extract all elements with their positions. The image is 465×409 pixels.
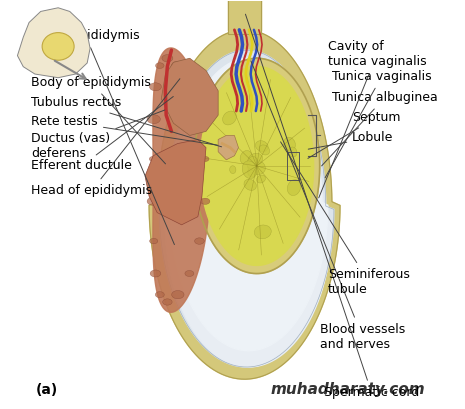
Polygon shape — [153, 48, 210, 312]
Ellipse shape — [240, 151, 252, 164]
Ellipse shape — [172, 61, 184, 70]
Ellipse shape — [259, 145, 270, 155]
Ellipse shape — [162, 55, 173, 62]
Text: Efferent ductule: Efferent ductule — [31, 97, 173, 173]
Text: Ductus (vas)
deferens: Ductus (vas) deferens — [31, 110, 165, 160]
Ellipse shape — [147, 115, 160, 124]
Text: Cavity of
tunica vaginalis: Cavity of tunica vaginalis — [319, 40, 426, 198]
Ellipse shape — [42, 33, 74, 60]
Ellipse shape — [230, 166, 236, 173]
Polygon shape — [169, 58, 328, 351]
Ellipse shape — [284, 137, 295, 151]
Text: Tail of epididymis: Tail of epididymis — [31, 29, 174, 245]
Ellipse shape — [248, 153, 263, 166]
Text: Lobule: Lobule — [308, 131, 393, 149]
Ellipse shape — [257, 175, 266, 183]
Polygon shape — [200, 66, 313, 265]
Text: Septum: Septum — [308, 111, 401, 158]
Text: Seminiferous
tubule: Seminiferous tubule — [280, 142, 410, 296]
Polygon shape — [228, 0, 261, 34]
Ellipse shape — [194, 238, 204, 244]
Ellipse shape — [149, 83, 161, 91]
Text: Body of epididymis: Body of epididymis — [31, 76, 166, 164]
Ellipse shape — [248, 168, 256, 177]
Ellipse shape — [200, 198, 210, 204]
Ellipse shape — [155, 292, 164, 298]
Polygon shape — [166, 74, 332, 367]
Ellipse shape — [186, 84, 193, 90]
Text: Tunica albuginea: Tunica albuginea — [322, 91, 438, 166]
Ellipse shape — [242, 161, 257, 179]
Ellipse shape — [150, 270, 161, 277]
Text: Blood vessels
and nerves: Blood vessels and nerves — [251, 61, 405, 351]
Text: muhadharaty.com: muhadharaty.com — [271, 382, 425, 398]
Polygon shape — [194, 58, 320, 274]
Ellipse shape — [222, 146, 230, 155]
Text: Tunica vaginalis: Tunica vaginalis — [325, 70, 432, 178]
Ellipse shape — [163, 299, 172, 305]
Polygon shape — [161, 58, 218, 135]
Text: (a): (a) — [35, 384, 58, 398]
Ellipse shape — [247, 157, 258, 169]
Ellipse shape — [172, 290, 184, 299]
Ellipse shape — [223, 111, 237, 125]
Ellipse shape — [254, 225, 271, 239]
Ellipse shape — [149, 156, 157, 162]
Ellipse shape — [201, 156, 209, 162]
Polygon shape — [18, 8, 90, 78]
Polygon shape — [145, 139, 206, 225]
Ellipse shape — [244, 179, 256, 191]
Text: Spermatic cord: Spermatic cord — [246, 14, 419, 399]
Ellipse shape — [150, 238, 158, 244]
Ellipse shape — [255, 141, 268, 152]
Polygon shape — [218, 135, 239, 160]
Text: Tubulus rectus: Tubulus rectus — [31, 97, 222, 147]
Polygon shape — [149, 30, 340, 379]
Text: Head of epididymis: Head of epididymis — [31, 79, 180, 197]
Ellipse shape — [195, 116, 204, 122]
Ellipse shape — [147, 197, 159, 205]
Ellipse shape — [155, 63, 164, 68]
Polygon shape — [159, 50, 334, 367]
Ellipse shape — [248, 160, 266, 175]
Ellipse shape — [248, 170, 255, 177]
Ellipse shape — [185, 270, 194, 276]
Ellipse shape — [287, 180, 301, 196]
Text: Rete testis: Rete testis — [31, 115, 218, 145]
Ellipse shape — [289, 147, 297, 157]
